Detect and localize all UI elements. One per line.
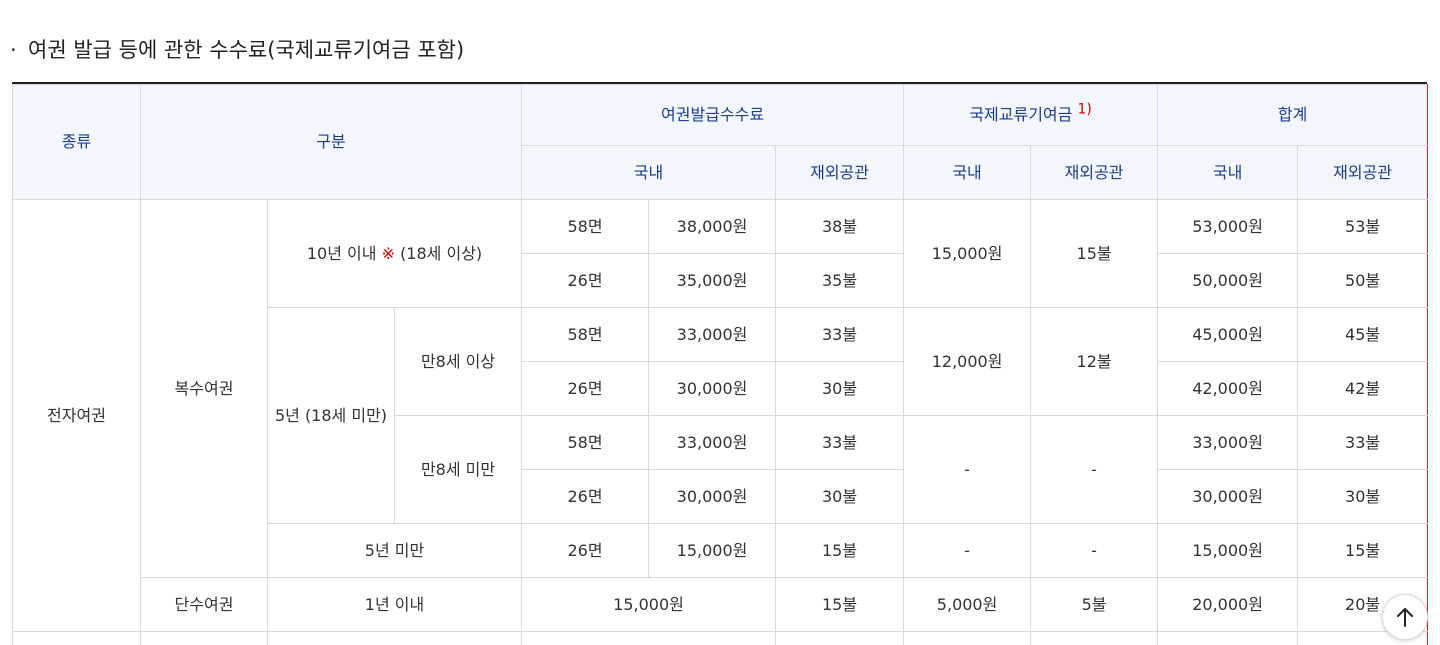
issue-domestic-cell: 35,000원 bbox=[648, 253, 777, 308]
section-title-text: 여권 발급 등에 관한 수수료(국제교류기여금 포함) bbox=[28, 38, 465, 62]
table-row: 26면 30,000원 30불 42,000원 42불 bbox=[13, 361, 1429, 416]
header-total-domestic: 국내 bbox=[1157, 145, 1299, 200]
issue-overseas-cell: 30불 bbox=[775, 361, 905, 416]
table-row: 5년 (18세 미만) 만8세 이상 58면 33,000원 33불 12,00… bbox=[13, 307, 1429, 524]
kind-epassport: 전자여권 bbox=[12, 199, 141, 632]
issue-domestic-cell: 30,000원 bbox=[648, 361, 777, 416]
section-title: · 여권 발급 등에 관한 수수료(국제교류기여금 포함) bbox=[10, 34, 464, 66]
period-ten-years-label: 10년 이내 bbox=[306, 243, 377, 263]
issue-domestic-cell: 15,000원 bbox=[521, 577, 777, 632]
issue-overseas-cell: 35불 bbox=[775, 253, 905, 308]
table-cell bbox=[521, 631, 777, 645]
fee-table: 종류 구분 여권발급수수료 국제교류기여금 1) 합계 국내 재외공관 국내 재… bbox=[12, 84, 1429, 645]
total-domestic-cell: 50,000원 bbox=[1157, 253, 1299, 308]
contribution-overseas-cell: - bbox=[1030, 523, 1159, 578]
header-issue-overseas: 재외공관 bbox=[775, 145, 905, 200]
header-contribution-label: 국제교류기여금 bbox=[969, 105, 1073, 124]
contribution-domestic-cell: 5,000원 bbox=[903, 577, 1032, 632]
total-overseas-cell: 30불 bbox=[1297, 469, 1429, 524]
total-overseas-cell: 33불 bbox=[1297, 415, 1429, 470]
issue-domestic-cell: 15,000원 bbox=[648, 523, 777, 578]
contribution-domestic-cell: 15,000원 bbox=[903, 199, 1032, 308]
total-overseas-cell: 45불 bbox=[1297, 307, 1429, 362]
footnote-mark: 1) bbox=[1077, 101, 1092, 118]
issue-overseas-cell: 30불 bbox=[775, 469, 905, 524]
table-row: 단수여권 1년 이내 15,000원 15불 5,000원 5불 20,000원… bbox=[13, 577, 1429, 632]
total-domestic-cell: 15,000원 bbox=[1157, 523, 1299, 578]
issue-overseas-cell: 38불 bbox=[775, 199, 905, 254]
pages-cell: 58면 bbox=[521, 307, 650, 362]
header-kind: 종류 bbox=[12, 84, 141, 200]
pages-cell: 26면 bbox=[521, 469, 650, 524]
pages-cell: 26면 bbox=[521, 523, 650, 578]
pages-cell: 58면 bbox=[521, 415, 650, 470]
table-cell bbox=[12, 631, 141, 645]
issue-domestic-cell: 30,000원 bbox=[648, 469, 777, 524]
table-row: 26면 35,000원 35불 50,000원 50불 bbox=[13, 253, 1429, 308]
header-contribution: 국제교류기여금 1) bbox=[903, 84, 1159, 146]
pages-cell: 58면 bbox=[521, 199, 650, 254]
header-row-1: 종류 구분 여권발급수수료 국제교류기여금 1) 합계 bbox=[12, 84, 1429, 200]
period-ten-years: 10년 이내 ※ (18세 이상) bbox=[266, 199, 523, 308]
total-overseas-cell: 42불 bbox=[1297, 361, 1429, 416]
table-cell bbox=[1157, 631, 1299, 645]
age-group-8-under: 만8세 미만 bbox=[393, 415, 523, 524]
issue-overseas-cell: 15불 bbox=[775, 523, 905, 578]
table-row: 5년 미만 26면 15,000원 15불 - - 15,000원 15불 bbox=[13, 523, 1429, 578]
period-five-years: 5년 (18세 미만) bbox=[267, 307, 395, 524]
total-domestic-cell: 53,000원 bbox=[1157, 199, 1299, 254]
total-overseas-cell: 53불 bbox=[1297, 199, 1429, 254]
pages-cell: 26면 bbox=[521, 253, 650, 308]
title-bullet: · bbox=[10, 38, 17, 62]
header-category: 구분 bbox=[139, 84, 523, 200]
issue-domestic-cell: 33,000원 bbox=[648, 415, 777, 470]
contribution-overseas-cell: - bbox=[1030, 415, 1159, 524]
table-cell bbox=[775, 631, 905, 645]
issue-overseas-cell: 33불 bbox=[775, 307, 905, 362]
header-issue-domestic: 국내 bbox=[521, 145, 777, 200]
total-overseas-cell: 15불 bbox=[1297, 523, 1429, 578]
table-row-partial bbox=[12, 631, 1429, 645]
issue-overseas-cell: 15불 bbox=[775, 577, 905, 632]
header-contribution-domestic: 국내 bbox=[903, 145, 1032, 200]
contribution-domestic-cell: - bbox=[903, 415, 1032, 524]
table-cell bbox=[140, 631, 268, 645]
period-under-five: 5년 미만 bbox=[266, 523, 523, 578]
period-ten-years-age: (18세 이상) bbox=[400, 243, 483, 263]
table-cell bbox=[266, 631, 523, 645]
header-total-overseas: 재외공관 bbox=[1297, 145, 1429, 200]
contribution-overseas-cell: 12불 bbox=[1030, 307, 1159, 416]
total-domestic-cell: 33,000원 bbox=[1157, 415, 1299, 470]
total-domestic-cell: 20,000원 bbox=[1157, 577, 1299, 632]
category-single: 단수여권 bbox=[140, 577, 268, 632]
age-group-8-over: 만8세 이상 bbox=[393, 307, 523, 416]
table-row: 전자여권 복수여권 10년 이내 ※ (18세 이상) 58면 38,000원 … bbox=[12, 199, 1429, 632]
issue-overseas-cell: 33불 bbox=[775, 415, 905, 470]
table-top-rule bbox=[12, 82, 1427, 84]
issue-domestic-cell: 33,000원 bbox=[648, 307, 777, 362]
header-total: 합계 bbox=[1157, 84, 1429, 146]
header-row-2: 국내 재외공관 국내 재외공관 국내 재외공관 bbox=[13, 145, 1429, 200]
header-contribution-overseas: 재외공관 bbox=[1030, 145, 1159, 200]
scroll-to-top-button[interactable] bbox=[1382, 594, 1428, 640]
category-multiple: 복수여권 bbox=[140, 199, 268, 578]
table-row: 만8세 미만 58면 33,000원 33불 - - 33,000원 33불 bbox=[13, 415, 1429, 524]
contribution-overseas-cell: 5불 bbox=[1030, 577, 1159, 632]
issue-domestic-cell: 38,000원 bbox=[648, 199, 777, 254]
header-issue-fee: 여권발급수수료 bbox=[521, 84, 905, 146]
total-domestic-cell: 30,000원 bbox=[1157, 469, 1299, 524]
total-domestic-cell: 42,000원 bbox=[1157, 361, 1299, 416]
note-mark: ※ bbox=[381, 243, 395, 263]
total-domestic-cell: 45,000원 bbox=[1157, 307, 1299, 362]
table-cell bbox=[1030, 631, 1159, 645]
arrow-up-icon bbox=[1397, 608, 1413, 627]
pages-cell: 26면 bbox=[521, 361, 650, 416]
period-one-year: 1년 이내 bbox=[266, 577, 523, 632]
total-overseas-cell: 50불 bbox=[1297, 253, 1429, 308]
table-cell bbox=[903, 631, 1032, 645]
contribution-domestic-cell: 12,000원 bbox=[903, 307, 1032, 416]
contribution-overseas-cell: 15불 bbox=[1030, 199, 1159, 308]
contribution-domestic-cell: - bbox=[903, 523, 1032, 578]
